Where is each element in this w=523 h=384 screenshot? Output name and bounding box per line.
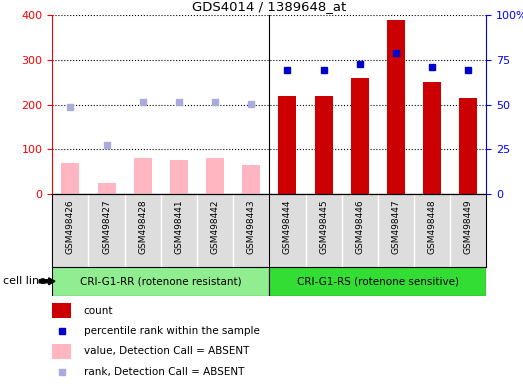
Text: GSM498446: GSM498446 — [355, 200, 365, 254]
Bar — [52, 344, 71, 359]
Bar — [170, 161, 188, 194]
Text: GSM498426: GSM498426 — [66, 200, 75, 254]
Text: GSM498448: GSM498448 — [428, 200, 437, 254]
Text: GSM498447: GSM498447 — [391, 200, 401, 254]
Text: GSM498442: GSM498442 — [211, 200, 220, 254]
Bar — [387, 20, 405, 194]
Text: GSM498428: GSM498428 — [138, 200, 147, 254]
Text: percentile rank within the sample: percentile rank within the sample — [84, 326, 259, 336]
Bar — [459, 98, 477, 194]
Bar — [61, 163, 79, 194]
Bar — [242, 165, 260, 194]
Text: GSM498445: GSM498445 — [319, 200, 328, 254]
Text: rank, Detection Call = ABSENT: rank, Detection Call = ABSENT — [84, 367, 244, 377]
Bar — [423, 82, 441, 194]
Text: CRI-G1-RR (rotenone resistant): CRI-G1-RR (rotenone resistant) — [80, 276, 242, 286]
Bar — [97, 183, 116, 194]
Text: value, Detection Call = ABSENT: value, Detection Call = ABSENT — [84, 346, 249, 356]
Text: GSM498441: GSM498441 — [174, 200, 184, 254]
Title: GDS4014 / 1389648_at: GDS4014 / 1389648_at — [192, 0, 346, 13]
Bar — [52, 303, 71, 318]
Text: cell line: cell line — [3, 276, 46, 286]
Bar — [351, 78, 369, 194]
Bar — [134, 158, 152, 194]
Text: GSM498443: GSM498443 — [247, 200, 256, 254]
Text: GSM498427: GSM498427 — [102, 200, 111, 254]
Text: count: count — [84, 306, 113, 316]
Bar — [269, 267, 486, 296]
Text: CRI-G1-RS (rotenone sensitive): CRI-G1-RS (rotenone sensitive) — [297, 276, 459, 286]
Bar — [206, 158, 224, 194]
Bar — [314, 96, 333, 194]
Text: GSM498444: GSM498444 — [283, 200, 292, 254]
Text: GSM498449: GSM498449 — [464, 200, 473, 254]
Bar — [52, 267, 269, 296]
Bar — [278, 96, 297, 194]
